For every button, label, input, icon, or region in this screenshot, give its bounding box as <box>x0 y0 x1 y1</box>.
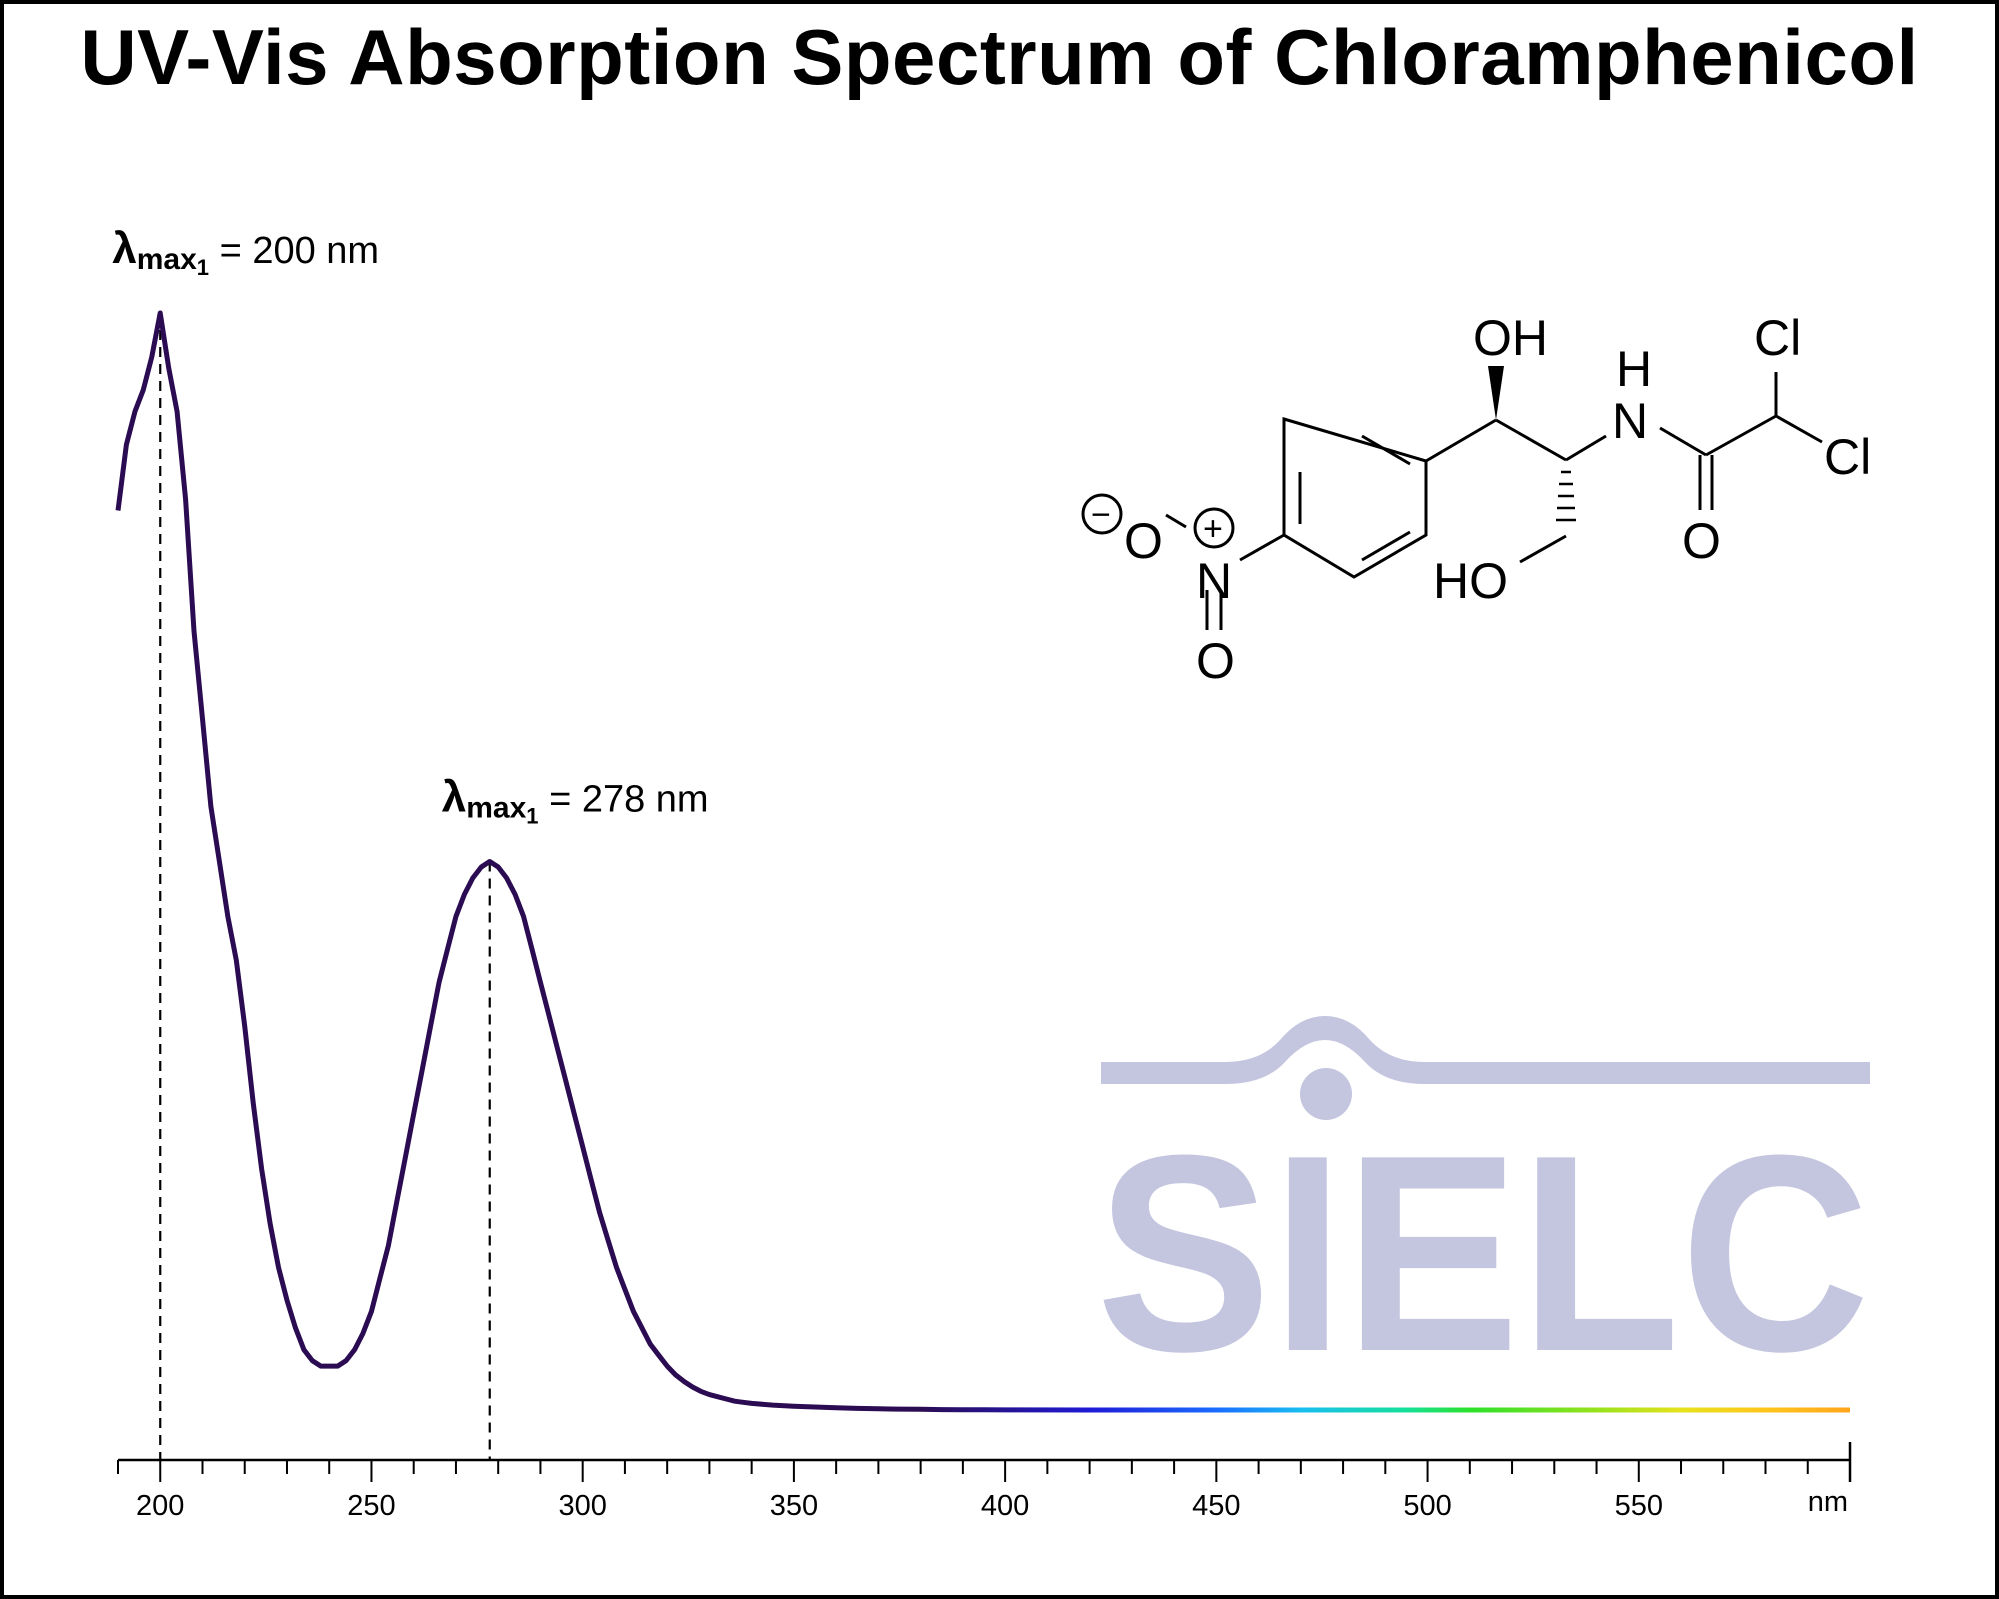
nh-n-label: N <box>1612 393 1648 449</box>
nitro-n-label: N <box>1196 553 1232 609</box>
minus-charge-circle <box>1081 493 1123 535</box>
spectrum-curve-group <box>115 310 1850 1413</box>
benzene-ring <box>1282 416 1428 579</box>
x-tick-label: 450 <box>1192 1490 1240 1522</box>
nitro-o-minus-label: O <box>1124 513 1163 569</box>
chart-title: UV-Vis Absorption Spectrum of Chloramphe… <box>80 13 1919 101</box>
cl-right-label: Cl <box>1824 429 1871 485</box>
amide-o-label: O <box>1682 513 1721 569</box>
minus-sign: − <box>1091 496 1111 534</box>
peak-label: λmax1 = 200 nm <box>112 224 379 280</box>
peak-markers <box>159 313 491 1460</box>
watermark-wave <box>1101 1016 1870 1084</box>
oh-label: OH <box>1473 310 1548 366</box>
x-axis-unit-label: nm <box>1808 1486 1848 1518</box>
structure-labels: OH H N Cl Cl O HO O N O − + <box>1091 310 1871 689</box>
plus-charge-circle <box>1193 507 1235 549</box>
sielc-watermark-logo: SIELC <box>1096 1016 1870 1410</box>
x-tick-label: 350 <box>770 1490 818 1522</box>
x-tick-label: 300 <box>558 1490 606 1522</box>
watermark-i-dot <box>1300 1068 1352 1120</box>
x-tick-label: 400 <box>981 1490 1029 1522</box>
peak-label: λmax1 = 278 nm <box>442 773 709 829</box>
cl-top-label: Cl <box>1754 310 1801 366</box>
chloramphenicol-structure <box>1081 366 1823 630</box>
ho-label: HO <box>1433 553 1508 609</box>
spectrum-line <box>115 310 1850 1413</box>
x-tick-label: 500 <box>1403 1490 1451 1522</box>
x-tick-label: 250 <box>347 1490 395 1522</box>
x-axis: 200 250 300 350 400 450 500 550 nm <box>117 1442 1852 1522</box>
hash-bond <box>1556 470 1576 522</box>
x-tick-label: 200 <box>136 1490 184 1522</box>
plus-sign: + <box>1203 510 1223 548</box>
wedge-bond <box>1488 366 1504 420</box>
x-tick-label: 550 <box>1615 1490 1663 1522</box>
nh-h-label: H <box>1616 341 1652 397</box>
watermark-text: SIELC <box>1096 1098 1870 1410</box>
peak-labels: λmax1 = 200 nm λmax1 = 278 nm <box>112 224 708 829</box>
nitro-o-label: O <box>1196 633 1235 689</box>
